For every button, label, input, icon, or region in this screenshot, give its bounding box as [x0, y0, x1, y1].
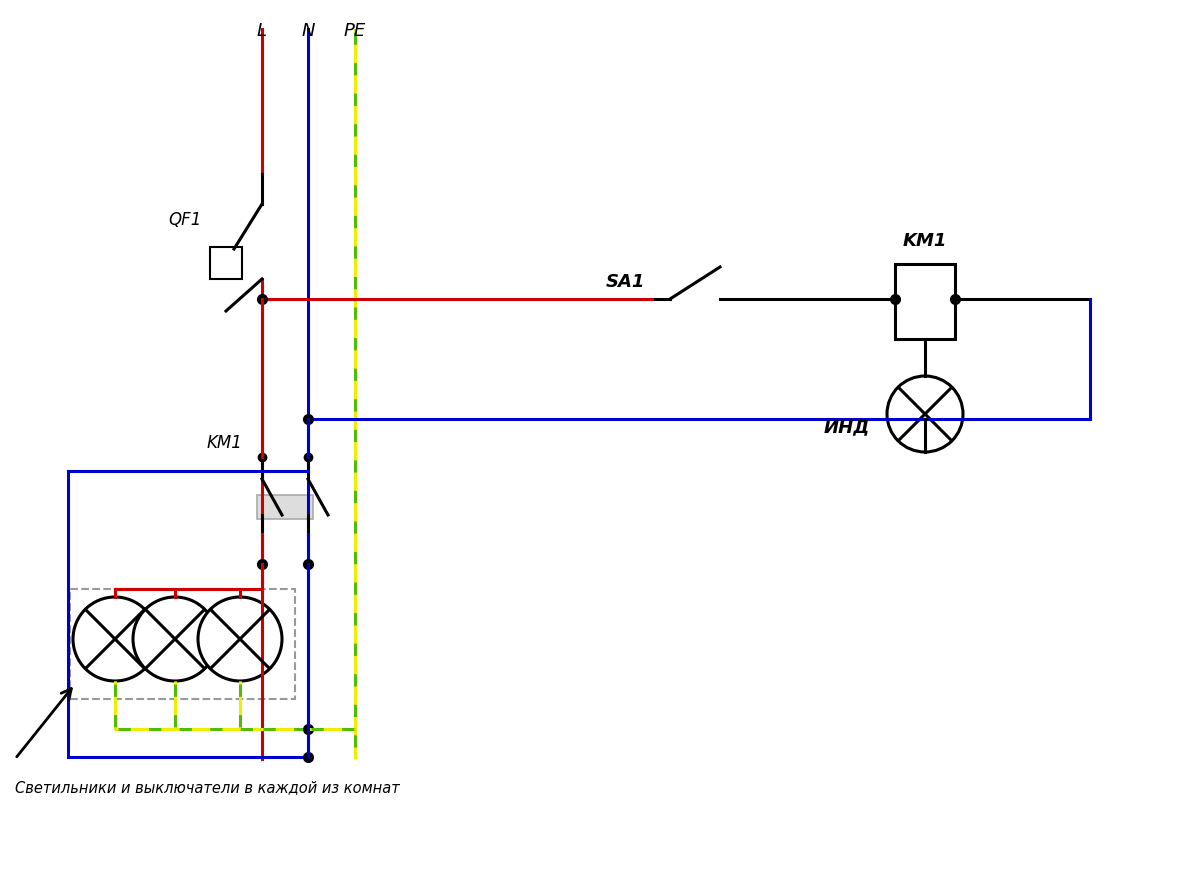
Circle shape [198, 597, 282, 681]
Bar [257, 495, 313, 520]
Text: KM1: KM1 [902, 232, 947, 249]
Circle shape [73, 597, 157, 681]
Text: Светильники и выключатели в каждой из комнат: Светильники и выключатели в каждой из ко… [16, 779, 400, 794]
Text: ИНД: ИНД [823, 418, 870, 435]
Bar [895, 264, 955, 340]
Text: PE: PE [344, 22, 366, 40]
Text: SA1: SA1 [606, 273, 646, 291]
Circle shape [133, 597, 217, 681]
Bar [210, 248, 242, 280]
Text: L: L [257, 22, 268, 40]
Text: QF1: QF1 [169, 211, 202, 229]
Circle shape [887, 377, 964, 452]
Bar [70, 589, 295, 699]
Text: N: N [301, 22, 314, 40]
Text: KM1: KM1 [206, 434, 242, 451]
